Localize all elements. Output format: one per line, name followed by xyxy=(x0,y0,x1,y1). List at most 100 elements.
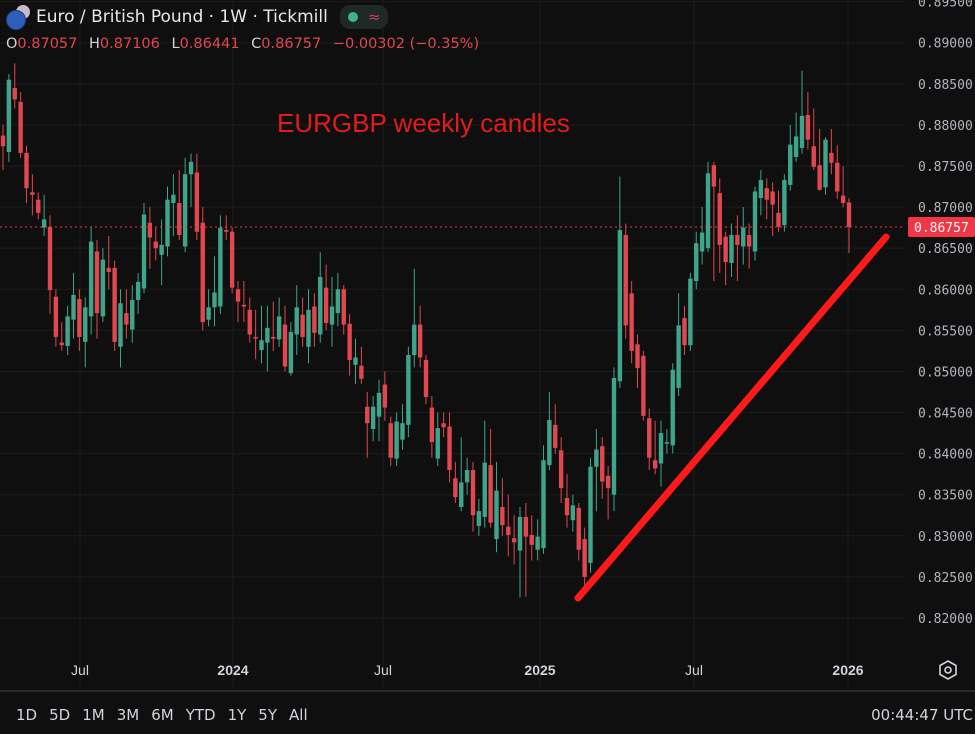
price-tick-label: 0.88500 xyxy=(918,78,973,93)
price-chart[interactable]: 0.82000 0.82500 0.83000 0.83500 0.84000 0.845… xyxy=(0,0,975,690)
close-value: 0.86757 xyxy=(261,36,322,52)
candle-up xyxy=(400,423,405,440)
range-button-1d[interactable]: 1D xyxy=(16,706,38,724)
high-value: 0.87106 xyxy=(99,36,160,52)
candle-up xyxy=(594,449,599,467)
candle-down xyxy=(312,306,317,333)
price-tick-label: 0.86500 xyxy=(918,242,973,257)
candle-up xyxy=(406,355,411,425)
candle-down xyxy=(94,251,100,314)
trendline-drawing[interactable] xyxy=(574,233,890,602)
price-tick-label: 0.83000 xyxy=(918,530,973,545)
candle-down xyxy=(629,293,634,351)
range-button-all[interactable]: All xyxy=(289,706,308,724)
candle-down xyxy=(605,475,611,489)
candle-down xyxy=(124,313,129,325)
candle-down xyxy=(764,188,769,200)
candle-up xyxy=(83,307,88,342)
candle-up xyxy=(741,227,746,247)
candle-down xyxy=(817,165,822,190)
high-label: H xyxy=(89,36,100,52)
range-button-3m[interactable]: 3M xyxy=(116,706,140,724)
candle-up xyxy=(517,516,523,551)
candle-down xyxy=(805,115,811,140)
candle-down xyxy=(600,446,605,482)
candle-down xyxy=(200,222,205,323)
candle-down xyxy=(153,241,158,249)
candle-down xyxy=(558,450,564,489)
candle-down xyxy=(470,470,476,516)
candle-up xyxy=(288,331,294,374)
market-status-pill[interactable]: ≈ xyxy=(339,5,389,29)
candle-down xyxy=(282,324,288,367)
candle-down xyxy=(36,199,41,213)
candle-down xyxy=(447,426,452,471)
candle-up xyxy=(823,139,828,188)
candle-down xyxy=(347,323,352,360)
range-button-ytd[interactable]: YTD xyxy=(185,706,216,724)
candle-up xyxy=(476,511,482,526)
candle-up xyxy=(6,79,12,153)
candle-down xyxy=(429,407,435,443)
candle-down xyxy=(564,497,570,516)
candle-up xyxy=(182,174,188,247)
market-open-dot-icon xyxy=(347,12,358,22)
clock[interactable]: 00:44:47 UTC xyxy=(871,706,973,724)
candle-down xyxy=(235,289,241,302)
candle-down xyxy=(388,423,393,458)
candle-up xyxy=(588,466,593,563)
candle-up xyxy=(782,179,787,226)
candle-down xyxy=(341,289,346,325)
candle-up xyxy=(165,199,170,247)
candle-down xyxy=(846,202,852,228)
candle-down xyxy=(247,309,252,335)
candle-up xyxy=(276,316,282,340)
settings-icon[interactable] xyxy=(937,659,959,681)
low-label: L xyxy=(171,36,180,52)
candle-down xyxy=(717,193,722,245)
candle-up xyxy=(65,316,70,346)
time-tick-label: 2026 xyxy=(832,662,863,678)
price-tick-label: 0.88000 xyxy=(918,119,973,134)
price-tick-label: 0.87000 xyxy=(918,201,973,216)
candle-up xyxy=(788,144,793,185)
candle-down xyxy=(835,162,840,192)
range-button-5d[interactable]: 5D xyxy=(49,706,71,724)
symbol-title[interactable]: Euro / British Pound · 1W · Tickmill xyxy=(36,7,328,27)
candle-down xyxy=(77,299,82,337)
candle-up xyxy=(799,115,805,148)
candle-down xyxy=(623,235,628,326)
candle-up xyxy=(118,303,123,347)
candle-down xyxy=(300,314,305,337)
candle-up xyxy=(676,325,681,388)
price-tick-label: 0.85500 xyxy=(918,324,973,339)
candle-up xyxy=(729,235,734,263)
price-axis[interactable]: 0.82000 0.82500 0.83000 0.83500 0.84000 0.845… xyxy=(918,0,973,627)
candle-down xyxy=(441,423,446,428)
candle-down xyxy=(529,534,534,545)
range-button-6m[interactable]: 6M xyxy=(151,706,174,724)
candle-up xyxy=(394,421,399,459)
candle-up xyxy=(688,278,693,346)
candle-down xyxy=(576,507,581,550)
candle-down xyxy=(635,344,640,369)
annotation-text: EURGBP weekly candles xyxy=(277,108,570,138)
candle-down xyxy=(711,165,717,187)
candle-down xyxy=(511,538,517,543)
candle-down xyxy=(523,516,529,537)
candle-up xyxy=(617,230,623,382)
price-tick-label: 0.89000 xyxy=(918,37,973,52)
candle-down xyxy=(229,231,235,288)
candle-down xyxy=(417,324,423,358)
grid-lines xyxy=(0,0,905,687)
candle-up xyxy=(464,470,470,483)
candle-down xyxy=(382,384,388,408)
range-button-1y[interactable]: 1Y xyxy=(227,706,247,724)
candle-up xyxy=(265,327,270,343)
candle-down xyxy=(776,212,781,227)
range-button-5y[interactable]: 5Y xyxy=(258,706,278,724)
time-axis[interactable]: Jul 2024 Jul 2025 Jul 2026 xyxy=(71,662,864,678)
price-tick-label: 0.84500 xyxy=(918,407,973,422)
price-tick-label: 0.86000 xyxy=(918,283,973,298)
range-button-1m[interactable]: 1M xyxy=(82,706,105,724)
